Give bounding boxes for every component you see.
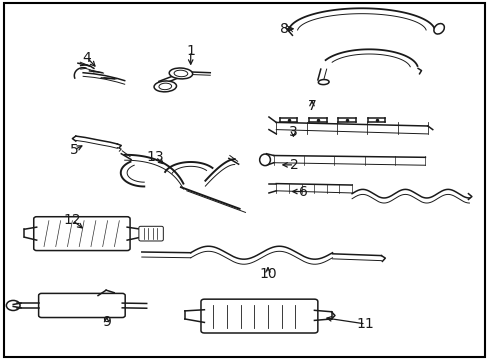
Ellipse shape xyxy=(159,83,171,90)
Ellipse shape xyxy=(318,80,328,85)
Text: 2: 2 xyxy=(289,158,298,172)
Text: 11: 11 xyxy=(356,317,374,331)
Ellipse shape xyxy=(154,81,176,92)
FancyBboxPatch shape xyxy=(39,293,125,318)
Text: 4: 4 xyxy=(82,51,91,64)
Ellipse shape xyxy=(169,68,192,79)
Text: 13: 13 xyxy=(146,150,164,164)
Text: 12: 12 xyxy=(63,213,81,227)
Ellipse shape xyxy=(259,154,270,166)
FancyBboxPatch shape xyxy=(34,217,130,251)
Ellipse shape xyxy=(433,23,444,34)
Text: 10: 10 xyxy=(259,267,276,280)
Text: 9: 9 xyxy=(102,315,111,329)
Ellipse shape xyxy=(174,70,187,77)
Text: 5: 5 xyxy=(70,143,79,157)
Text: 7: 7 xyxy=(307,99,316,113)
Text: 8: 8 xyxy=(280,22,288,36)
Text: 3: 3 xyxy=(288,125,297,139)
Text: 6: 6 xyxy=(298,185,307,198)
FancyBboxPatch shape xyxy=(201,299,317,333)
Text: 1: 1 xyxy=(186,44,195,58)
FancyBboxPatch shape xyxy=(139,226,163,241)
